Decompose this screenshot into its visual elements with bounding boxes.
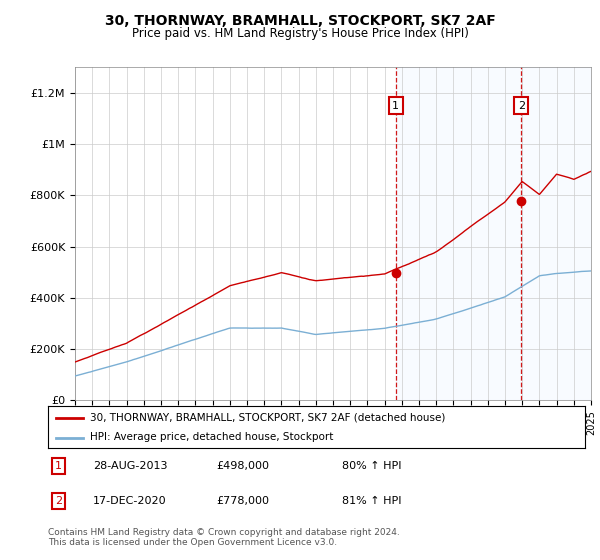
Text: 1: 1 xyxy=(55,461,62,471)
Text: 2: 2 xyxy=(55,496,62,506)
Text: 30, THORNWAY, BRAMHALL, STOCKPORT, SK7 2AF: 30, THORNWAY, BRAMHALL, STOCKPORT, SK7 2… xyxy=(104,14,496,28)
Text: £498,000: £498,000 xyxy=(216,461,269,471)
Bar xyxy=(396,67,591,400)
Text: Price paid vs. HM Land Registry's House Price Index (HPI): Price paid vs. HM Land Registry's House … xyxy=(131,27,469,40)
Text: HPI: Average price, detached house, Stockport: HPI: Average price, detached house, Stoc… xyxy=(90,432,333,442)
Text: 28-AUG-2013: 28-AUG-2013 xyxy=(93,461,167,471)
Text: 1: 1 xyxy=(392,101,399,111)
Text: 80% ↑ HPI: 80% ↑ HPI xyxy=(342,461,401,471)
Text: 30, THORNWAY, BRAMHALL, STOCKPORT, SK7 2AF (detached house): 30, THORNWAY, BRAMHALL, STOCKPORT, SK7 2… xyxy=(90,413,445,423)
Text: 81% ↑ HPI: 81% ↑ HPI xyxy=(342,496,401,506)
Text: Contains HM Land Registry data © Crown copyright and database right 2024.
This d: Contains HM Land Registry data © Crown c… xyxy=(48,528,400,547)
Text: £778,000: £778,000 xyxy=(216,496,269,506)
Text: 17-DEC-2020: 17-DEC-2020 xyxy=(93,496,167,506)
Text: 2: 2 xyxy=(518,101,525,111)
